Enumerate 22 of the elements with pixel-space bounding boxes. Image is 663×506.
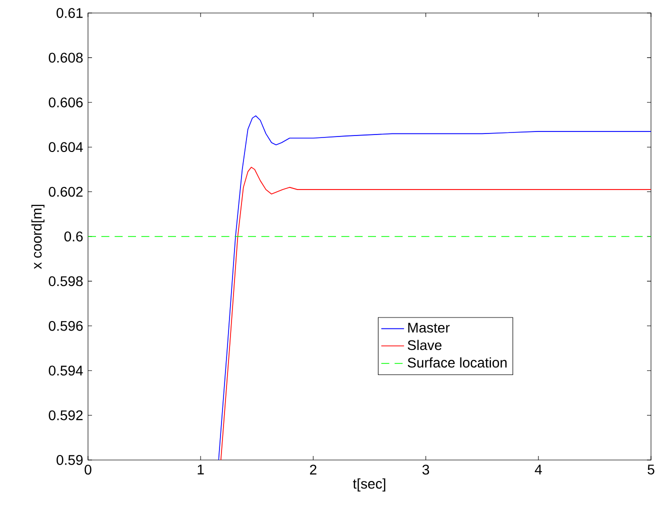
y-tick-label: 0.608 [48,52,83,63]
x-tick-label: 4 [534,464,542,474]
x-tick-label: 0 [84,464,92,475]
y-tick-label: 0.606 [48,97,83,108]
legend-label: Master [408,322,450,333]
y-tick-label: 0.598 [48,276,83,286]
x-tick-label: 1 [198,464,204,474]
y-tick-label: 0.592 [48,410,83,420]
y-axis-title: x coord[m] [31,204,44,269]
legend-label: Surface location [408,357,507,368]
x-tick-label: 3 [422,464,430,475]
x-tick-label: 2 [310,464,316,474]
y-tick-label: 0.594 [48,366,83,376]
x-tick-label: 5 [648,464,654,474]
y-tick-label: 0.604 [48,142,83,152]
y-tick-label: 0.602 [48,186,83,197]
legend-label: Slave [408,340,442,350]
y-tick-label: 0.6 [64,232,83,242]
y-tick-label: 0.61 [56,8,83,18]
y-tick-label: 0.596 [48,320,83,331]
y-tick-label: 0.59 [56,455,83,465]
x-axis-title: t[sec] [352,478,386,492]
